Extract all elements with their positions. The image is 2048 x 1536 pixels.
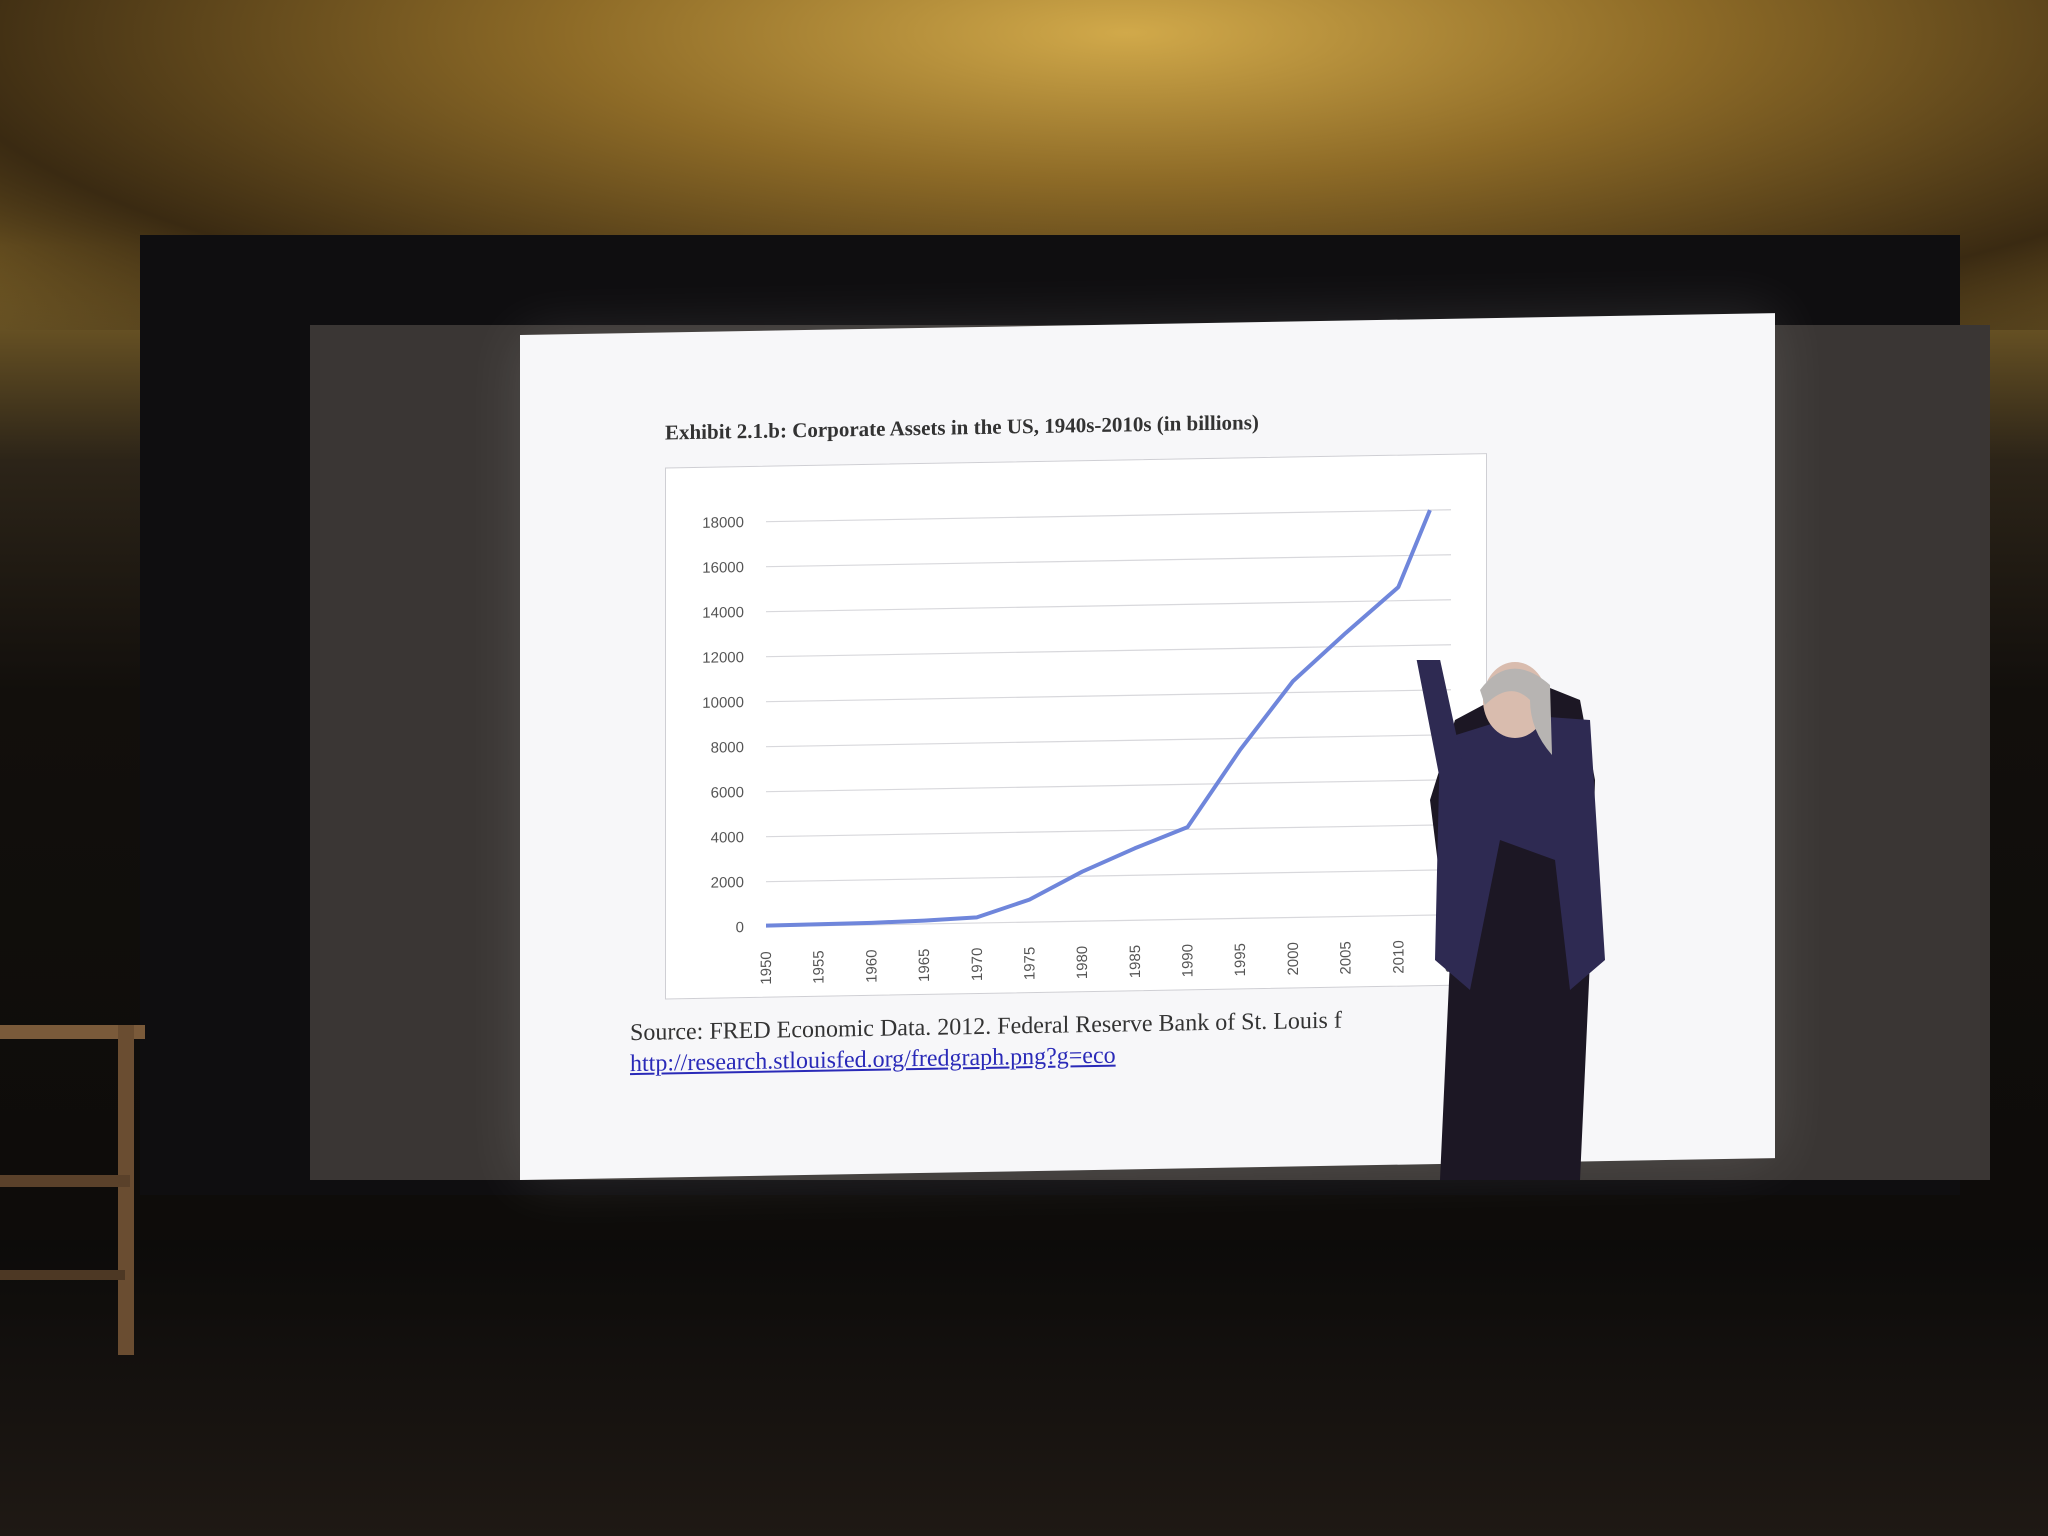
x-tick-label: 1985 [1127,945,1144,979]
x-tick-label: 1970 [969,947,986,981]
gridline [766,824,1451,838]
gridline [766,599,1451,613]
x-tick-label: 1975 [1021,947,1038,981]
y-tick-label: 14000 [702,604,744,622]
x-tick-label: 1955 [811,950,828,984]
y-tick-label: 16000 [702,559,744,577]
x-tick-label: 1990 [1180,944,1197,978]
gridline [766,914,1451,928]
x-tick-label: 2005 [1338,941,1355,975]
y-tick-label: 8000 [711,739,744,757]
x-tick-label: 1980 [1074,946,1091,980]
gridline [766,644,1451,658]
chart-title: Exhibit 2.1.b: Corporate Assets in the U… [665,410,1259,445]
presenter-hair [1480,668,1552,755]
chart-area: 0 2000 4000 6000 8000 10000 12000 14000 16000 180… [665,453,1487,1000]
x-tick-label: 1960 [863,949,880,983]
gridline [766,869,1451,883]
y-tick-label: 18000 [702,514,744,532]
y-tick-label: 4000 [711,829,744,847]
x-tick-label: 1950 [758,951,775,985]
x-tick-label: 2010 [1390,940,1407,974]
y-tick-label: 10000 [702,694,744,712]
x-tick-label: 1965 [916,948,933,982]
presenter-raised-arm [1416,660,1465,780]
series-line [765,509,1432,928]
gridline [766,554,1451,568]
gridline [766,509,1451,523]
line-chart: 0 2000 4000 6000 8000 10000 12000 14000 16000 180… [702,509,1460,985]
gridline [766,734,1451,748]
projected-slide: Exhibit 2.1.b: Corporate Assets in the U… [520,313,1775,1181]
y-tick-label: 2000 [711,874,744,892]
y-tick-label: 0 [736,919,744,936]
stage-floor [0,1240,2048,1536]
x-tick-label: 2000 [1285,942,1302,976]
y-tick-label: 12000 [702,649,744,667]
presenter-cardigan [1435,715,1605,990]
chair [0,1025,145,1355]
y-tick-label: 6000 [711,784,744,802]
presenter-figure [1416,660,1605,1180]
gridline [766,689,1451,703]
x-tick-label: 1995 [1232,943,1249,977]
gridline [766,779,1451,793]
